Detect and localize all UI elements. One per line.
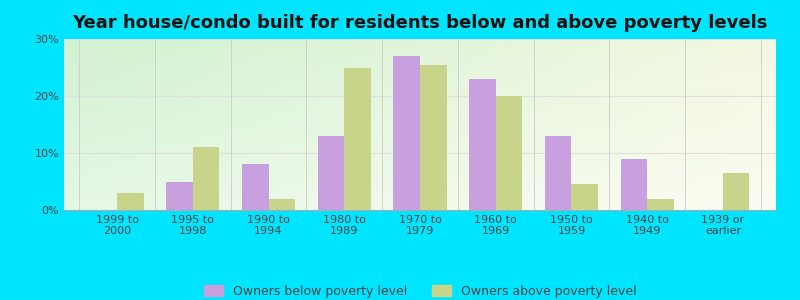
Bar — [394, 56, 420, 210]
Bar — [318, 136, 344, 210]
Bar — [166, 182, 193, 210]
Bar — [117, 193, 143, 210]
Bar — [723, 173, 750, 210]
Legend: Owners below poverty level, Owners above poverty level: Owners below poverty level, Owners above… — [199, 280, 641, 300]
Title: Year house/condo built for residents below and above poverty levels: Year house/condo built for residents bel… — [72, 14, 768, 32]
Bar — [193, 147, 219, 210]
Bar — [242, 164, 269, 210]
Bar — [470, 79, 496, 210]
Bar — [496, 96, 522, 210]
Bar — [344, 68, 370, 210]
Bar — [571, 184, 598, 210]
Bar — [545, 136, 571, 210]
Bar — [621, 159, 647, 210]
Bar — [420, 65, 446, 210]
Bar — [269, 199, 295, 210]
Bar — [647, 199, 674, 210]
